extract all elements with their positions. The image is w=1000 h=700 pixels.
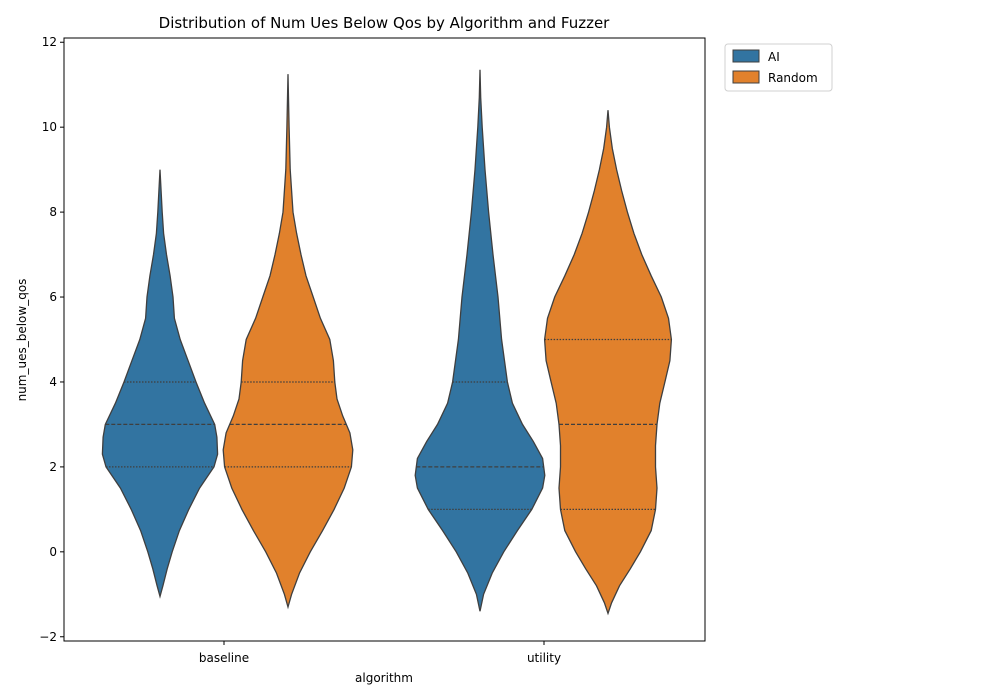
y-axis: −2 0 2 4 6 8 10 12 — [39, 35, 64, 644]
y-tick-label: 2 — [49, 460, 57, 474]
legend-swatch-random — [732, 70, 760, 84]
violin-ai-baseline — [101, 169, 219, 599]
x-tick-label-baseline: baseline — [199, 651, 249, 665]
y-axis-label: num_ues_below_qos — [15, 279, 29, 402]
violin-random-utility — [543, 110, 673, 616]
x-axis-label: algorithm — [355, 671, 413, 685]
y-tick-label: 0 — [49, 545, 57, 559]
violin-random-baseline — [222, 74, 354, 610]
y-tick-label: 4 — [49, 375, 57, 389]
legend: AI Random — [724, 43, 833, 92]
chart-title: Distribution of Num Ues Below Qos by Alg… — [159, 14, 611, 32]
x-tick-label-utility: utility — [527, 651, 561, 665]
legend-label-random: Random — [768, 71, 818, 85]
y-tick-label: −2 — [39, 630, 57, 644]
y-tick-label: 8 — [49, 205, 57, 219]
y-tick-label: 6 — [49, 290, 57, 304]
y-tick-label: 10 — [42, 120, 57, 134]
violins-layer — [101, 69, 673, 616]
legend-label-ai: AI — [768, 50, 780, 64]
x-axis: baseline utility — [199, 641, 561, 665]
violin-ai-utility — [414, 69, 546, 612]
plot-frame — [63, 37, 706, 642]
y-tick-label: 12 — [42, 35, 57, 49]
legend-swatch-ai — [732, 49, 760, 63]
